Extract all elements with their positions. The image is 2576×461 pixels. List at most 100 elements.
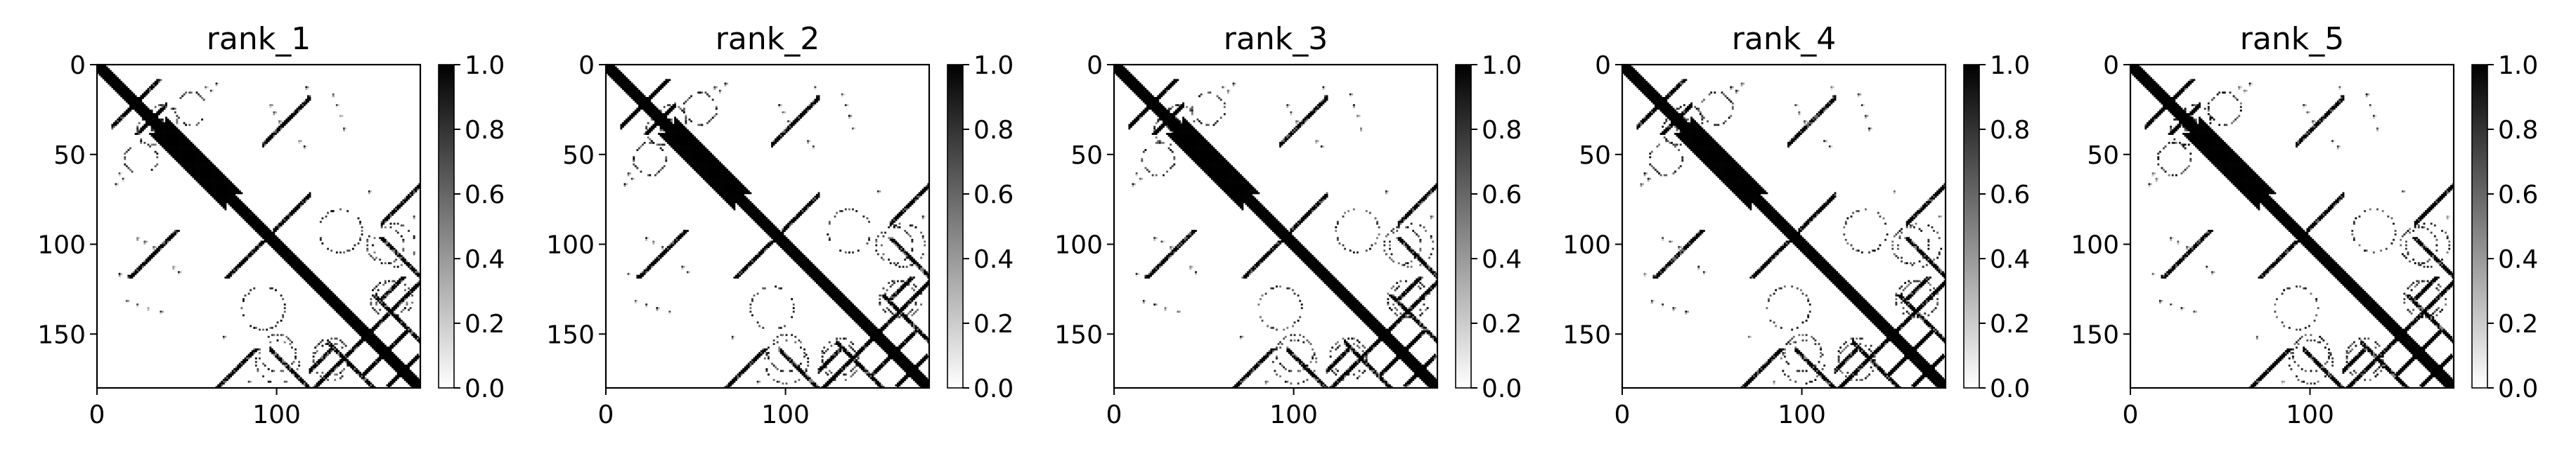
- heatmap-cell: [314, 287, 317, 290]
- heatmap-cell: [413, 384, 415, 387]
- heatmap-cell: [251, 224, 254, 227]
- heatmap-cell: [156, 115, 159, 117]
- heatmap-cell: [325, 289, 328, 292]
- heatmap-cell: [396, 305, 399, 308]
- heatmap-cell: [388, 351, 390, 354]
- heatmap-cell: [399, 278, 401, 280]
- heatmap-cell: [382, 353, 385, 356]
- heatmap-cell: [221, 172, 224, 175]
- heatmap-cell: [682, 152, 685, 155]
- heatmap-cell: [645, 100, 648, 103]
- heatmap-cell: [221, 204, 224, 207]
- heatmap-cell: [704, 149, 707, 151]
- heatmap-cell: [147, 307, 150, 309]
- heatmap-cell: [699, 156, 701, 159]
- heatmap-cell: [125, 95, 128, 98]
- heatmap-cell: [113, 75, 115, 78]
- heatmap-cell: [671, 134, 673, 137]
- heatmap-cell: [413, 359, 415, 361]
- heatmap-cell: [704, 150, 707, 153]
- heatmap-cell: [199, 170, 202, 173]
- heatmap-cell: [350, 350, 353, 353]
- heatmap-cell: [312, 364, 315, 367]
- heatmap-cell: [636, 108, 639, 110]
- heatmap-cell: [652, 104, 655, 107]
- heatmap-cell: [735, 190, 737, 193]
- heatmap-cell: [318, 289, 321, 292]
- heatmap-cell: [238, 208, 241, 211]
- heatmap-cell: [157, 79, 160, 82]
- heatmap-cell: [233, 197, 236, 200]
- heatmap-cell: [226, 186, 228, 189]
- heatmap-cell: [149, 115, 151, 117]
- heatmap-cell: [278, 222, 280, 225]
- heatmap-cell: [247, 214, 250, 216]
- heatmap-cell: [377, 351, 380, 354]
- heatmap-cell: [375, 257, 377, 259]
- heatmap-cell: [372, 327, 374, 329]
- heatmap-cell: [262, 328, 264, 331]
- heatmap-cell: [188, 163, 191, 166]
- heatmap-cell: [181, 156, 183, 159]
- heatmap-cell: [303, 199, 306, 202]
- heatmap-cell: [701, 147, 704, 150]
- heatmap-cell: [299, 140, 302, 143]
- heatmap-cell: [250, 210, 252, 212]
- heatmap-cell: [267, 242, 270, 245]
- heatmap-cell: [285, 246, 288, 248]
- heatmap-cell: [396, 366, 399, 369]
- heatmap-cell: [924, 190, 926, 193]
- heatmap-cell: [172, 134, 175, 137]
- heatmap-cell: [167, 149, 169, 151]
- heatmap-cell: [634, 111, 637, 114]
- heatmap-cell: [679, 152, 682, 155]
- heatmap-cell: [102, 66, 105, 69]
- heatmap-cell: [185, 165, 188, 167]
- heatmap-cell: [115, 86, 117, 89]
- heatmap-cell: [344, 344, 347, 347]
- heatmap-cell: [156, 124, 159, 126]
- heatmap-cell: [183, 160, 186, 162]
- heatmap-cell: [411, 192, 414, 195]
- x-tick-label: 100: [252, 401, 301, 429]
- heatmap-cell: [125, 86, 128, 89]
- heatmap-cell: [364, 379, 367, 382]
- heatmap-cell: [165, 125, 167, 128]
- heatmap-cell: [663, 124, 666, 126]
- heatmap-cell: [396, 337, 399, 340]
- heatmap-cell: [153, 127, 155, 130]
- heatmap-cell: [113, 81, 115, 83]
- heatmap-cell: [303, 269, 306, 272]
- heatmap-cell: [343, 311, 345, 313]
- heatmap-cell: [311, 370, 313, 372]
- heatmap-cell: [289, 368, 292, 370]
- heatmap-cell: [230, 271, 232, 273]
- heatmap-cell: [238, 206, 241, 209]
- heatmap-cell: [679, 124, 682, 126]
- heatmap-cell: [649, 105, 652, 108]
- heatmap-cell: [208, 181, 211, 183]
- heatmap-cell: [668, 134, 671, 137]
- heatmap-cell: [141, 97, 144, 99]
- heatmap-cell: [165, 131, 167, 134]
- heatmap-cell: [156, 113, 159, 115]
- heatmap-cell: [633, 93, 635, 96]
- heatmap-cell: [138, 111, 141, 114]
- heatmap-cell: [720, 165, 723, 167]
- heatmap-cell: [416, 384, 419, 387]
- heatmap-cell: [199, 165, 202, 167]
- heatmap-cell: [285, 251, 288, 254]
- heatmap-cell: [206, 86, 209, 89]
- heatmap-cell: [395, 259, 398, 261]
- heatmap-cell: [654, 122, 656, 124]
- heatmap-cell: [165, 117, 167, 119]
- heatmap-cell: [332, 296, 335, 299]
- heatmap-cell: [215, 186, 218, 189]
- heatmap-cell: [391, 210, 394, 212]
- heatmap-cell: [195, 154, 198, 157]
- heatmap-cell: [210, 178, 212, 180]
- heatmap-cell: [688, 157, 691, 160]
- heatmap-cell: [406, 294, 408, 297]
- heatmap-cell: [134, 104, 137, 107]
- heatmap-cell: [416, 185, 419, 188]
